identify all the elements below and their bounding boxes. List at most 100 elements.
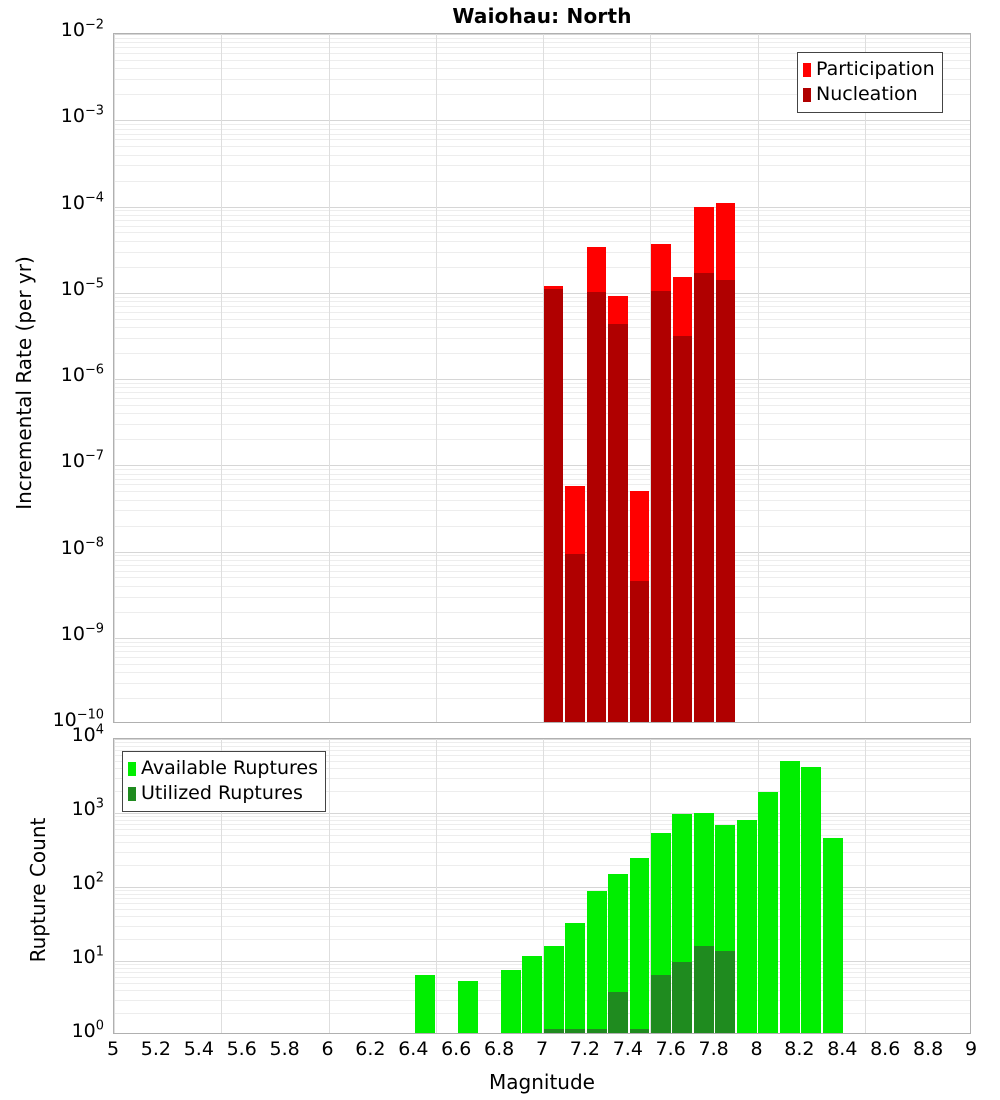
- bar-nucleation: [544, 288, 564, 722]
- y-tick-label: 10−10: [52, 707, 104, 731]
- vgridline: [864, 34, 866, 722]
- gridline-minor: [114, 42, 970, 44]
- gridline-minor: [114, 133, 970, 135]
- gridline-minor: [114, 473, 970, 475]
- gridline-major: [114, 34, 970, 35]
- vgridline: [757, 739, 759, 1033]
- rupture-count-legend: Available Ruptures Utilized Ruptures: [122, 751, 326, 812]
- vgridline: [114, 739, 115, 1033]
- vgridline: [435, 34, 437, 722]
- y-tick-label: 104: [71, 722, 104, 746]
- gridline-minor: [114, 768, 970, 770]
- vgridline: [221, 34, 223, 722]
- gridline-minor: [114, 746, 970, 748]
- gridline-minor: [114, 894, 970, 896]
- gridline-minor: [114, 146, 970, 148]
- gridline-major: [114, 551, 970, 553]
- gridline-minor: [114, 938, 970, 940]
- gridline-minor: [114, 266, 970, 268]
- x-tick-label: 6.2: [355, 1038, 386, 1060]
- rupture-count-legend-item: Available Ruptures: [128, 756, 318, 781]
- bar-available-ruptures: [822, 838, 843, 1033]
- gridline-minor: [114, 842, 970, 844]
- bar-nucleation: [565, 554, 585, 722]
- gridline-minor: [114, 585, 970, 587]
- gridline-minor: [114, 525, 970, 527]
- gridline-minor: [114, 387, 970, 389]
- x-tick-label: 7.8: [698, 1038, 729, 1060]
- gridline-minor: [114, 337, 970, 339]
- y-tick-label: 10−6: [60, 362, 104, 386]
- bar-available-ruptures: [736, 819, 757, 1033]
- y-tick-label: 100: [71, 1018, 104, 1042]
- gridline-minor: [114, 903, 970, 905]
- gridline-minor: [114, 698, 970, 700]
- bar-utilized-ruptures: [715, 950, 736, 1033]
- gridline-minor: [114, 820, 970, 822]
- gridline-minor: [114, 851, 970, 853]
- bar-available-ruptures: [758, 792, 779, 1033]
- gridline-minor: [114, 909, 970, 911]
- gridline-minor: [114, 672, 970, 674]
- bar-available-ruptures: [629, 858, 650, 1033]
- legend-label: Utilized Ruptures: [141, 782, 303, 804]
- gridline-minor: [114, 79, 970, 81]
- gridline-minor: [114, 210, 970, 212]
- y-tick-label: 101: [71, 944, 104, 968]
- gridline-minor: [114, 154, 970, 156]
- gridline-minor: [114, 240, 970, 242]
- y-tick-label: 103: [71, 796, 104, 820]
- bar-utilized-ruptures: [693, 945, 714, 1033]
- gridline-minor: [114, 353, 970, 355]
- gridline-minor: [114, 180, 970, 182]
- x-tick-label: 5.6: [226, 1038, 257, 1060]
- gridline-minor: [114, 816, 970, 818]
- vgridline: [757, 34, 759, 722]
- vgridline: [864, 739, 866, 1033]
- y-tick-label: 10−4: [60, 190, 104, 214]
- incremental-rate-legend: Participation Nucleation: [797, 52, 943, 113]
- x-tick-label: 5.2: [140, 1038, 171, 1060]
- vgridline: [543, 34, 544, 722]
- x-tick-label: 7.4: [612, 1038, 643, 1060]
- vgridline: [650, 739, 652, 1033]
- gridline-minor: [114, 251, 970, 253]
- gridline-minor: [114, 318, 970, 320]
- gridline-minor: [114, 94, 970, 96]
- gridline-minor: [114, 382, 970, 384]
- gridline-minor: [114, 898, 970, 900]
- gridline-minor: [114, 327, 970, 329]
- gridline-minor: [114, 392, 970, 394]
- gridline-minor: [114, 499, 970, 501]
- bar-nucleation: [672, 335, 693, 722]
- gridline-minor: [114, 890, 970, 892]
- gridline-major: [114, 465, 970, 467]
- bar-utilized-ruptures: [608, 991, 629, 1033]
- gridline-minor: [114, 656, 970, 658]
- y-tick-label: 10−5: [60, 276, 104, 300]
- legend-label: Nucleation: [816, 83, 918, 105]
- bar-nucleation: [608, 324, 628, 722]
- x-tick-label: 7.2: [569, 1038, 600, 1060]
- bar-nucleation: [629, 581, 650, 722]
- gridline-minor: [114, 824, 970, 826]
- bar-utilized-ruptures: [651, 975, 671, 1033]
- x-tick-label: 8.8: [912, 1038, 944, 1060]
- bar-available-ruptures: [457, 981, 478, 1033]
- gridline-minor: [114, 750, 970, 752]
- x-axis-title: Magnitude: [489, 1070, 595, 1094]
- gridline-minor: [114, 404, 970, 406]
- gridline-major: [114, 637, 970, 639]
- legend-label: Available Ruptures: [141, 757, 318, 779]
- bar-available-ruptures: [500, 970, 521, 1033]
- gridline-minor: [114, 59, 970, 61]
- legend-swatch-icon: [128, 761, 136, 776]
- gridline-minor: [114, 484, 970, 486]
- y-tick-label: 10−8: [60, 535, 104, 559]
- gridline-major: [114, 887, 970, 888]
- gridline-minor: [114, 596, 970, 598]
- y-tick-label: 10−2: [60, 17, 104, 41]
- gridline-minor: [114, 564, 970, 566]
- top-y-axis-title: Incremental Rate (per yr): [12, 256, 36, 510]
